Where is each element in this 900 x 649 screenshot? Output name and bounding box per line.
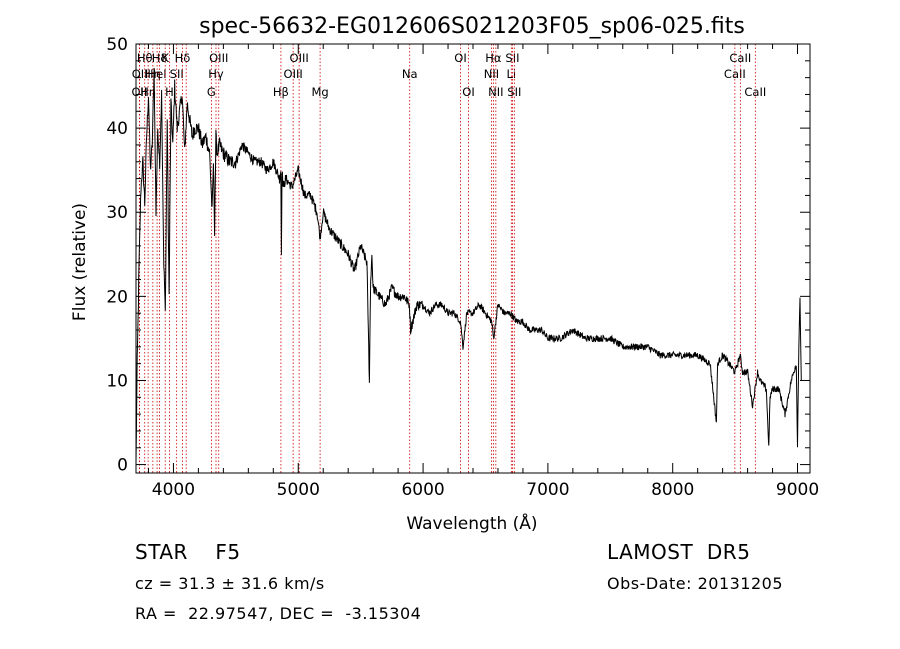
line-marker-label: CaII	[744, 85, 766, 99]
object-class: STAR F5	[135, 540, 241, 564]
line-marker-label: Li	[507, 67, 517, 81]
line-marker-label: H	[165, 85, 174, 99]
line-marker-label: CaII	[724, 67, 746, 81]
line-markers: OIIOIIHθHηHηHeIHδKHSIIHδGHγOIIIHβOIIIOII…	[131, 44, 766, 473]
line-marker-label: Hη	[145, 67, 161, 81]
x-tick-label: 5000	[277, 480, 320, 500]
line-marker-label: Mg	[311, 85, 328, 99]
line-marker-label: G	[207, 85, 216, 99]
spectrum-chart: spec-56632-EG012606S021203F05_sp06-025.f…	[70, 14, 819, 534]
line-marker-label: Hβ	[273, 85, 289, 99]
y-tick-label: 40	[106, 119, 128, 139]
line-marker-label: OIII	[290, 51, 309, 65]
x-tick-label: 9000	[776, 480, 819, 500]
line-marker-label: SII	[505, 51, 519, 65]
line-marker-label: NII	[484, 67, 499, 81]
y-tick-label: 0	[117, 456, 128, 476]
survey-name: LAMOST DR5	[607, 540, 751, 564]
spectrum-line	[135, 67, 802, 463]
x-tick-label: 8000	[651, 480, 694, 500]
x-tick-label: 4000	[152, 480, 195, 500]
line-marker-label: CaII	[729, 51, 751, 65]
line-marker-label: Hγ	[208, 67, 224, 81]
chart-title: spec-56632-EG012606S021203F05_sp06-025.f…	[199, 14, 745, 39]
line-marker-label: OIII	[209, 51, 228, 65]
line-marker-label: Hα	[485, 51, 502, 65]
line-marker-label: NII	[488, 85, 503, 99]
redshift-velocity: cz = 31.3 ± 31.6 km/s	[135, 574, 325, 593]
axes: 4000 5000 6000 7000 8000 9000 0 10 20 30 40 50	[106, 35, 819, 500]
line-marker-label: K	[161, 51, 169, 65]
line-marker-label: Hθ	[137, 51, 153, 65]
plot-frame	[135, 43, 811, 474]
coordinates: RA = 22.97547, DEC = -3.15304	[135, 604, 422, 623]
line-marker-label: OI	[462, 85, 474, 99]
y-axis-label: Flux (relative)	[70, 203, 90, 321]
line-marker-label: SII	[170, 67, 184, 81]
y-tick-label: 20	[106, 287, 128, 307]
line-marker-label: Hη	[140, 85, 156, 99]
x-axis-label: Wavelength (Å)	[406, 512, 537, 534]
line-marker-label: OII	[131, 85, 147, 99]
x-tick-label: 7000	[526, 480, 569, 500]
y-tick-label: 50	[106, 35, 128, 55]
y-tick-label: 30	[106, 203, 128, 223]
line-marker-label: HeI	[148, 67, 167, 81]
line-marker-label: Hδ	[152, 51, 168, 65]
y-tick-label: 10	[106, 371, 128, 391]
line-marker-label: OI	[454, 51, 466, 65]
line-marker-label: Hδ	[175, 51, 191, 65]
spectrum-series	[135, 67, 802, 463]
line-marker-label: Na	[402, 67, 418, 81]
line-marker-label: SII	[507, 85, 521, 99]
line-marker-label: OIII	[284, 67, 303, 81]
observation-date: Obs-Date: 20131205	[607, 574, 784, 593]
x-tick-label: 6000	[401, 480, 444, 500]
